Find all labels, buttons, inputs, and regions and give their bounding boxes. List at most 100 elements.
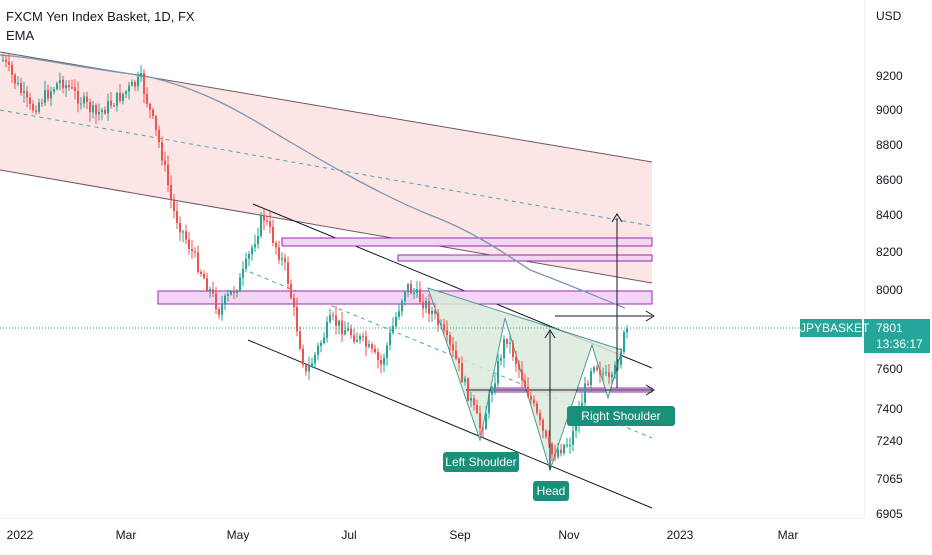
svg-text:Head: Head xyxy=(537,484,566,498)
candle-body xyxy=(32,103,34,111)
candle-body xyxy=(260,215,262,237)
candle-body xyxy=(2,59,4,61)
candle-body xyxy=(146,93,148,105)
candle-body xyxy=(122,93,124,101)
symbol-line: FXCM Yen Index Basket, 1D, FX xyxy=(6,9,195,24)
candle-body xyxy=(626,328,628,333)
time-tick-label: May xyxy=(227,528,250,542)
breakout-arrowhead xyxy=(645,310,655,322)
candle-body xyxy=(551,443,553,455)
price-tick-label: 8600 xyxy=(876,173,903,187)
candle-body xyxy=(458,358,460,364)
candle-body xyxy=(203,273,205,279)
candle-body xyxy=(221,304,223,315)
candle-body xyxy=(437,313,439,326)
candle-body xyxy=(566,444,568,446)
candle-body xyxy=(383,357,385,365)
candle-body xyxy=(479,413,481,429)
candle-body xyxy=(188,239,190,250)
candle-body xyxy=(209,289,211,291)
candle-body xyxy=(296,306,298,332)
candle-body xyxy=(152,109,154,117)
candle-body xyxy=(266,220,268,222)
candle-body xyxy=(218,309,220,315)
time-tick-label: Mar xyxy=(778,528,799,542)
candle-body xyxy=(461,363,463,382)
candle-body xyxy=(419,289,421,302)
candle-body xyxy=(428,301,430,314)
candle-body xyxy=(434,310,436,314)
candle-body xyxy=(206,278,208,291)
candle-body xyxy=(44,90,46,103)
candle-body xyxy=(131,81,133,86)
candle-body xyxy=(599,369,601,375)
candle-body xyxy=(362,335,364,337)
candle-body xyxy=(113,105,115,107)
candle-body xyxy=(38,102,40,112)
candle-body xyxy=(224,296,226,305)
candle-body xyxy=(80,103,82,105)
candle-body xyxy=(254,244,256,248)
candle-body xyxy=(212,289,214,294)
candle-body xyxy=(305,364,307,372)
candle-body xyxy=(74,87,76,91)
candle-body xyxy=(569,444,571,446)
time-axis[interactable]: 2022 Mar May Jul Sep Nov 2023 Mar xyxy=(0,517,864,550)
candle-body xyxy=(14,74,16,84)
candle-body xyxy=(443,324,445,331)
candle-body xyxy=(215,293,217,310)
candle-body xyxy=(326,321,328,338)
candle-body xyxy=(548,436,550,444)
candle-body xyxy=(392,326,394,333)
candle-body xyxy=(110,100,112,106)
candle-body xyxy=(497,360,499,384)
zone-upper xyxy=(281,237,653,247)
candle-body xyxy=(386,345,388,358)
candle-body xyxy=(494,383,496,392)
candle-body xyxy=(371,344,373,349)
candle-body xyxy=(620,352,622,365)
head-arrowhead xyxy=(544,329,556,339)
candle-body xyxy=(89,102,91,113)
candle-body xyxy=(35,110,37,112)
price-axis[interactable]: USD 920090008800860084008200800078007600… xyxy=(800,0,932,521)
candle-body xyxy=(446,330,448,336)
candle-body xyxy=(614,365,616,375)
candle-body xyxy=(269,221,271,227)
candle-body xyxy=(95,105,97,115)
candle-body xyxy=(182,231,184,233)
candle-body xyxy=(572,430,574,445)
candle-body xyxy=(257,236,259,245)
candle-body xyxy=(194,251,196,253)
candle-body xyxy=(398,311,400,317)
candle-body xyxy=(185,231,187,240)
indicator-label: EMA xyxy=(6,28,35,43)
candle-body xyxy=(50,91,52,99)
candle-body xyxy=(587,383,589,385)
candle-body xyxy=(440,324,442,326)
candle-body xyxy=(170,184,172,200)
candle-body xyxy=(401,300,403,312)
candle-body xyxy=(518,363,520,370)
price-tag-symbol-label: JPYBASKET xyxy=(800,319,870,337)
time-tick-label: 2022 xyxy=(7,528,34,542)
price-tick-label: 7400 xyxy=(876,402,903,416)
candle-body xyxy=(77,90,79,104)
candle-body xyxy=(149,104,151,110)
candle-body xyxy=(56,83,58,90)
candle-body xyxy=(26,91,28,98)
candle-body xyxy=(596,367,598,370)
candle-body xyxy=(533,399,535,404)
candle-body xyxy=(422,301,424,309)
channel-lower-line xyxy=(0,169,653,284)
candle-body xyxy=(350,328,352,336)
candle-body xyxy=(539,412,541,421)
candle-body xyxy=(320,342,322,346)
candle-body xyxy=(359,335,361,340)
candle-body xyxy=(491,391,493,395)
candle-body xyxy=(347,328,349,331)
candle-body xyxy=(293,297,295,307)
price-tick-label: 9200 xyxy=(876,69,903,83)
price-tick-label: 9000 xyxy=(876,103,903,117)
